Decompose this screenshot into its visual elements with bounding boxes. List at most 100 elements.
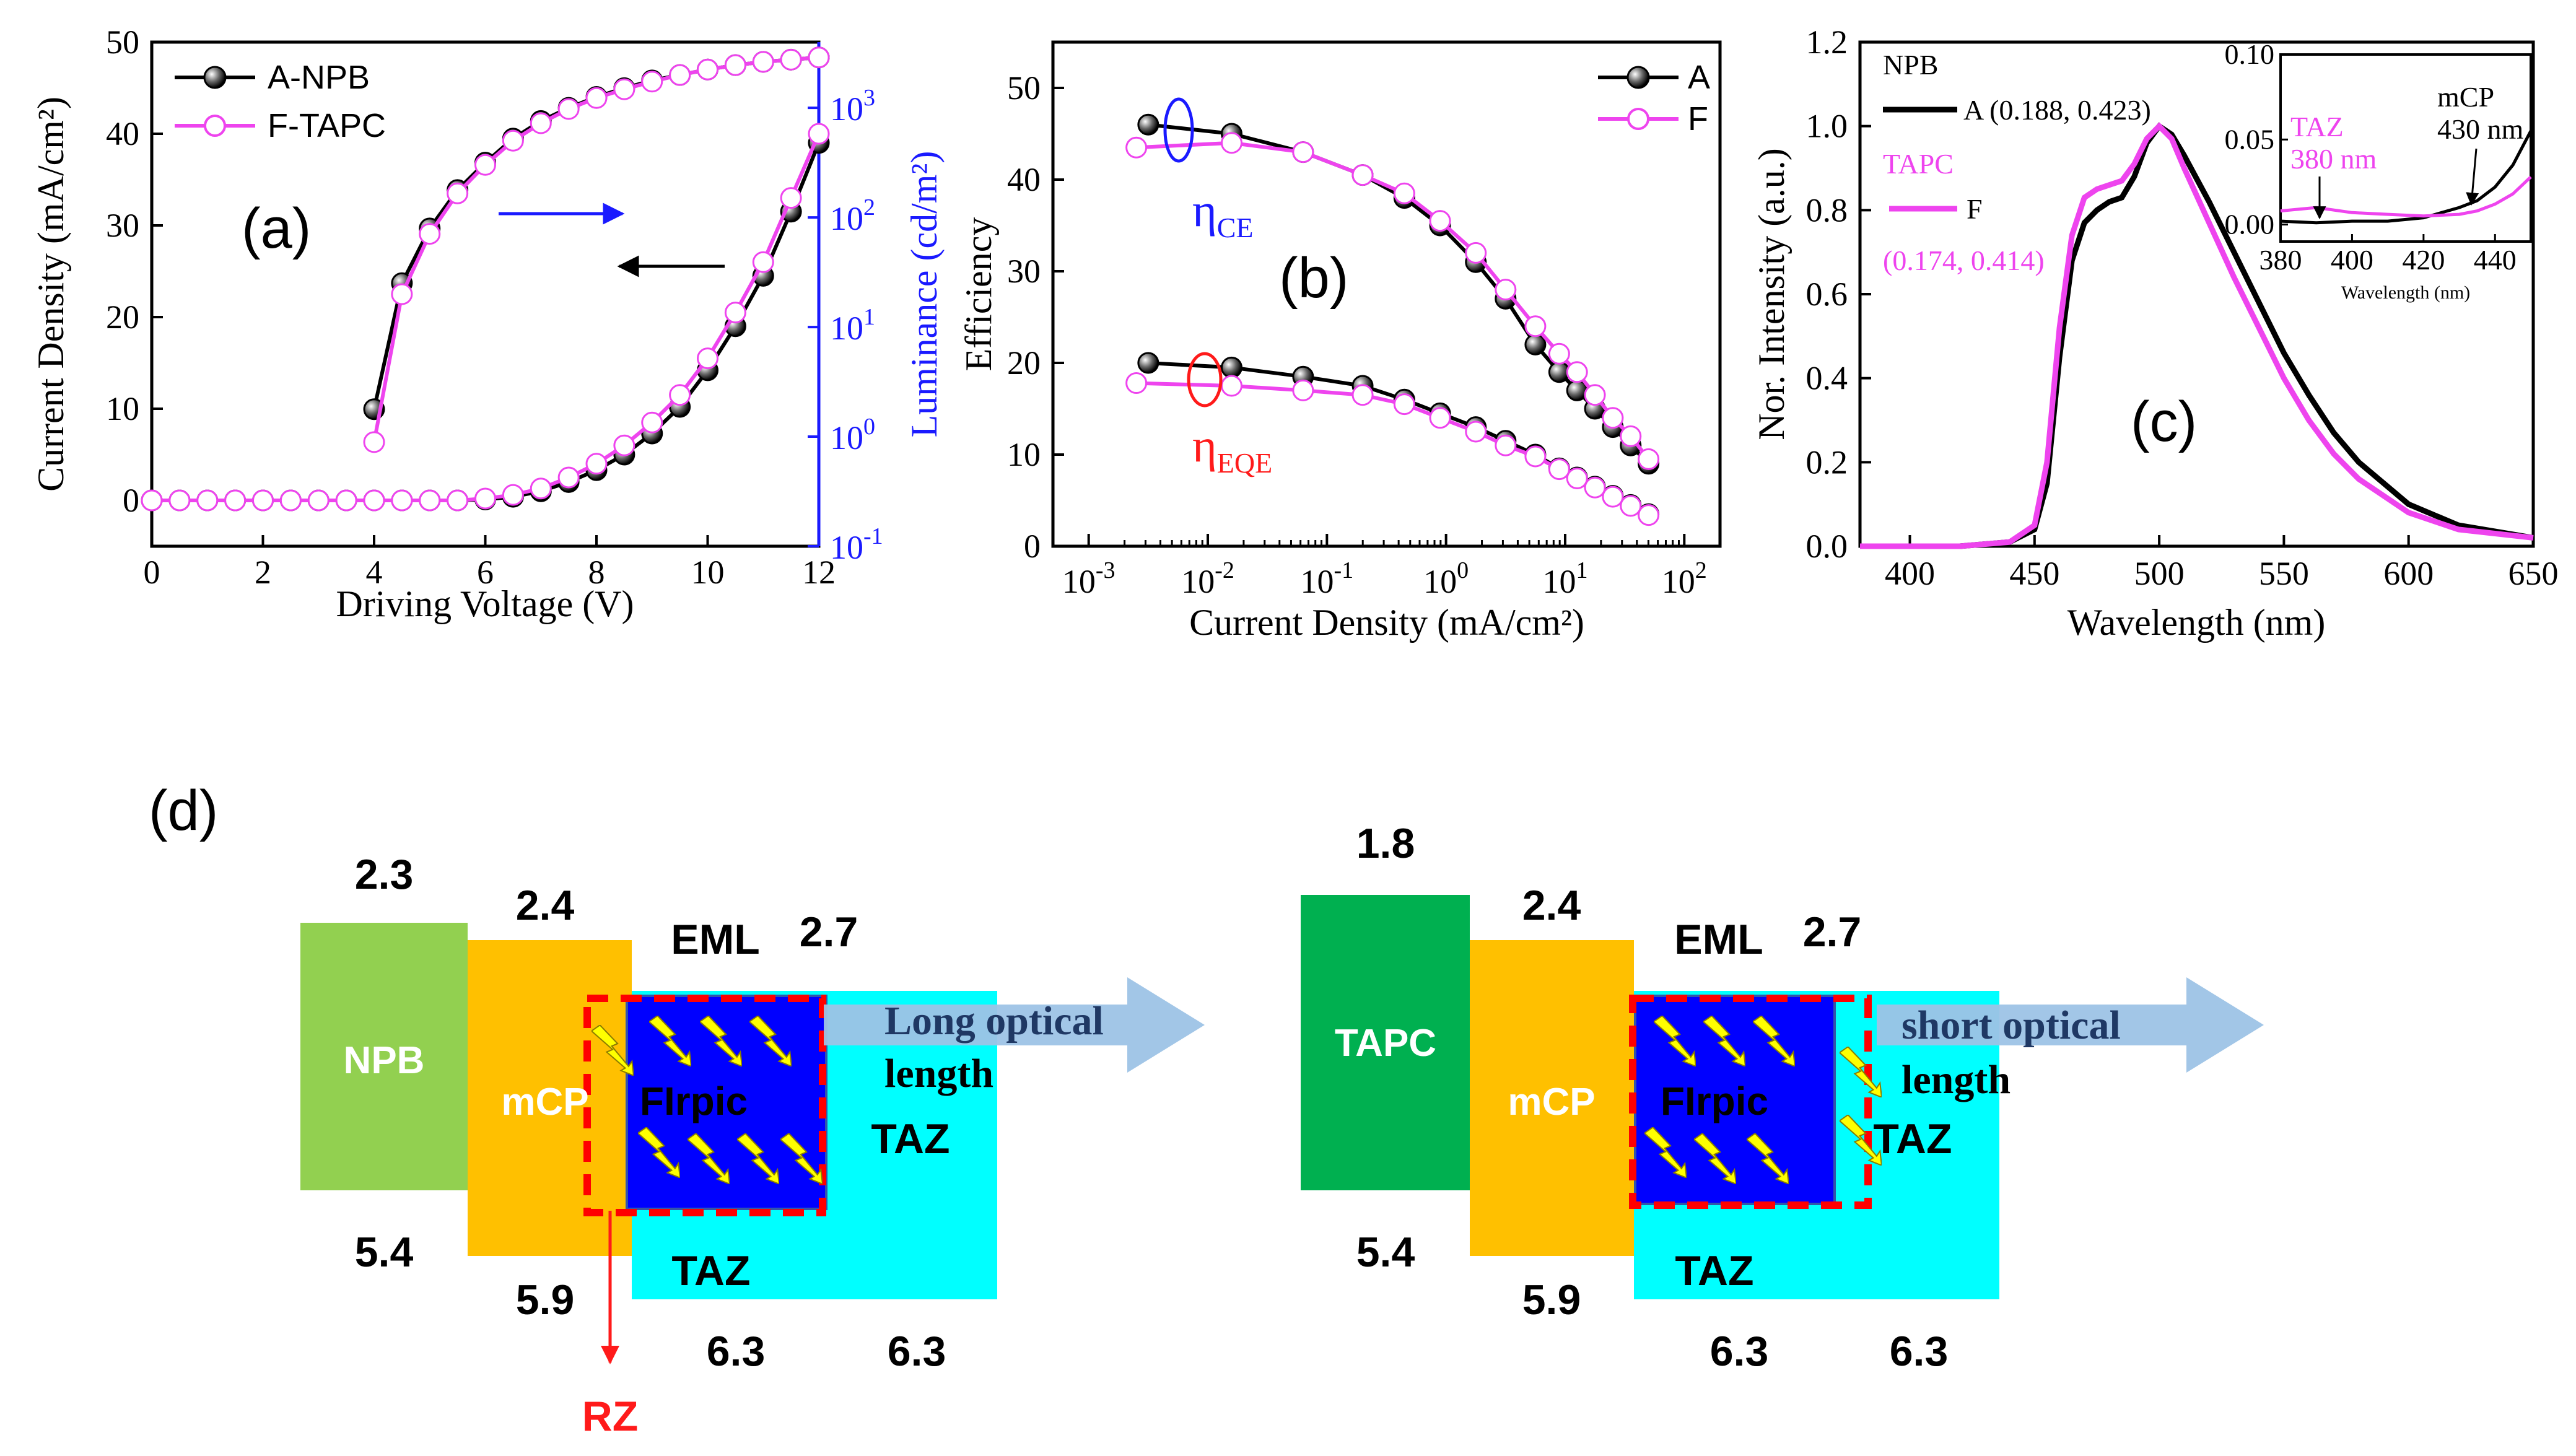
x-tick-label: 12 <box>802 554 836 591</box>
current-point <box>585 453 608 475</box>
y-tick-label: 0.0 <box>1806 528 1848 565</box>
luminance-point <box>447 182 469 204</box>
efficiency-point <box>1602 407 1624 429</box>
spectrum-line-F <box>1860 122 2534 549</box>
legend-label-a: A <box>1688 59 1710 96</box>
firpic-label-right: FIrpic <box>1661 1079 1768 1123</box>
y-tick-label: 1.2 <box>1806 24 1848 61</box>
y2-tick-label: 100 <box>830 414 875 456</box>
inset-y-tick-label: 0.10 <box>2225 38 2275 70</box>
y-tick-label: 30 <box>106 207 139 244</box>
energy-diagram-left: NPB mCP FIrpic TAZ TAZ EML 2.7 2.3 2.4 5… <box>300 851 1205 1440</box>
eml-lumo-right: 2.7 <box>1803 909 1862 956</box>
current-point <box>391 489 413 512</box>
panel-c-series <box>1860 122 2534 549</box>
luminance-point <box>780 48 802 71</box>
legend-label-f-tapc: F-TAPC <box>268 107 386 144</box>
efficiency-point <box>1137 352 1159 374</box>
current-point <box>224 489 247 512</box>
luminance-line-F-TAPC <box>372 55 819 443</box>
luminance-point <box>641 71 663 93</box>
x-tick-label: 450 <box>2009 555 2059 592</box>
panel-b-legend: A F <box>1598 59 1710 137</box>
y-tick-label: 1.0 <box>1806 108 1848 145</box>
panel-a-xlabel: Driving Voltage (V) <box>336 583 634 624</box>
x-tick-label: 10 <box>691 554 725 591</box>
firpic-label-left: FIrpic <box>640 1079 748 1123</box>
luminance-point <box>474 154 496 176</box>
luminance-point <box>530 112 552 134</box>
x-tick-label: 600 <box>2383 555 2434 592</box>
npb-homo: 5.4 <box>355 1229 414 1276</box>
efficiency-point <box>1220 132 1242 154</box>
y2-tick-label: 101 <box>830 304 875 347</box>
current-point <box>196 489 219 512</box>
tapc-label: TAPC <box>1335 1022 1436 1065</box>
panel-c-legend: NPB A (0.188, 0.423) TAPC F (0.174, 0.41… <box>1883 49 2151 276</box>
panel-c-inset: 380 400 420 440 0.00 0.05 0.10 Wavelength (nm)… <box>2225 38 2533 303</box>
taz-label-lower-left: TAZ <box>671 1247 750 1294</box>
panel-a-y2label: Luminance (cd/m²) <box>904 151 945 438</box>
efficiency-point <box>1351 164 1374 186</box>
y-tick-label: 0 <box>1024 528 1041 565</box>
inset-axes: 380 400 420 440 0.00 0.05 0.10 <box>2225 38 2517 276</box>
panel-a-series <box>141 46 830 512</box>
efficiency-point <box>1566 361 1588 383</box>
current-point <box>808 123 830 145</box>
eta-eqe-label: ηEQE <box>1192 420 1272 479</box>
long-optical-arrow <box>824 977 1205 1073</box>
luminance-point <box>502 129 524 152</box>
luminance-point <box>391 283 413 305</box>
eta-ce-ellipse <box>1163 97 1194 163</box>
current-point <box>474 487 496 510</box>
current-point <box>780 187 802 209</box>
current-point <box>141 489 163 512</box>
y-tick-label: 20 <box>106 299 139 336</box>
npb-layer <box>300 923 468 1190</box>
luminance-point <box>419 223 441 245</box>
luminance-point <box>724 54 746 76</box>
efficiency-point <box>1548 342 1570 365</box>
taz-homo1-left: 6.3 <box>707 1328 766 1375</box>
panel-a-legend: A-NPB F-TAPC <box>175 59 386 144</box>
inset-x-tick-label: 380 <box>2259 244 2302 276</box>
y2-tick-label: 103 <box>830 85 875 128</box>
x-tick-label: 8 <box>588 554 605 591</box>
eta-eqe-ellipse <box>1187 352 1223 408</box>
x-tick-label: 6 <box>477 554 494 591</box>
efficiency-point <box>1393 182 1415 204</box>
efficiency-point <box>1524 445 1547 468</box>
long-optical-line1: Long optical <box>884 998 1104 1044</box>
panel-b-label: (b) <box>1279 246 1348 310</box>
eml-label-right: EML <box>1674 916 1763 963</box>
luminance-point <box>808 46 830 69</box>
luminance-line-A-NPB <box>372 55 819 410</box>
long-optical-line2: length <box>884 1051 993 1096</box>
luminance-point <box>613 78 635 100</box>
y-tick-label: 10 <box>106 390 139 427</box>
panel-b-plot-frame <box>1051 40 1722 548</box>
current-point <box>419 489 441 512</box>
x-tick-label: 650 <box>2508 555 2559 592</box>
legend-label-a-npb: A-NPB <box>268 59 370 96</box>
efficiency-point <box>1125 372 1148 395</box>
current-point <box>557 466 580 489</box>
panel-a-label: (a) <box>242 197 311 260</box>
y-tick-label: 10 <box>1007 436 1041 473</box>
efficiency-point <box>1292 379 1314 401</box>
recombination-zone-box-right <box>1629 995 1872 1209</box>
taz-label-lower-right: TAZ <box>1675 1247 1753 1294</box>
current-point <box>752 251 774 273</box>
x-tick-label: 100 <box>1423 557 1469 600</box>
luminance-point <box>669 64 691 86</box>
tapc-homo: 5.4 <box>1356 1229 1415 1276</box>
efficiency-point <box>1548 361 1570 383</box>
efficiency-point <box>1524 333 1547 355</box>
luminance-point <box>752 51 774 73</box>
mcp-homo-left: 5.9 <box>516 1276 575 1323</box>
y2-tick-label: 10-1 <box>830 523 883 566</box>
efficiency-point <box>1137 113 1159 136</box>
